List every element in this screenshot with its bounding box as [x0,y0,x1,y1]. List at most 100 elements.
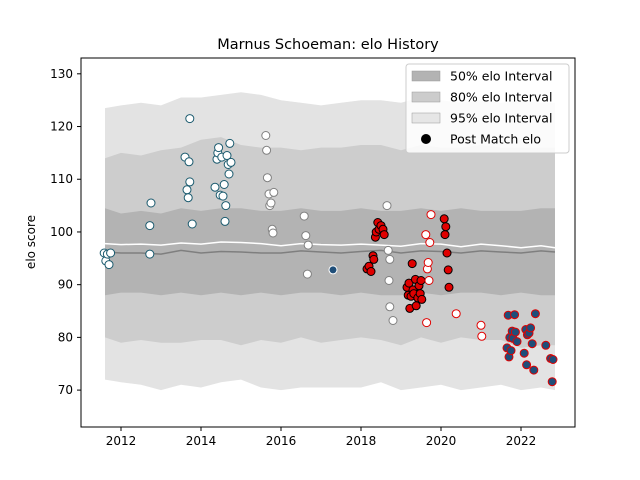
y-tick-label-120: 120 [50,120,73,134]
legend: 50% elo Interval 80% elo Interval 95% elo … [405,63,570,154]
data-point-1-2 [262,173,272,183]
data-point-5-19 [541,340,551,350]
legend-label-2: 95% elo Interval [450,111,552,126]
legend-label-0: 50% elo Interval [450,69,552,84]
data-point-1-10 [301,231,311,241]
data-point-3-30 [442,248,452,258]
data-point-4-1 [422,318,432,328]
data-point-0-29 [226,157,236,167]
data-point-0-13 [185,114,195,124]
data-point-3-11 [379,230,389,240]
data-point-3-2 [366,267,376,276]
x-tick-label-2012: 2012 [106,434,137,448]
data-point-0-6 [146,198,156,208]
data-point-1-0 [261,131,271,140]
data-point-4-8 [476,320,486,330]
y-tick-label-130: 130 [50,67,73,81]
legend-marker-3 [421,134,431,144]
chart-title: Marnus Schoeman: elo History [217,37,439,53]
points-layer [99,114,558,387]
data-point-5-7 [510,310,520,320]
data-point-5-10 [519,348,529,358]
data-point-5-9 [512,337,522,347]
data-point-0-3 [104,260,114,270]
data-point-0-23 [220,216,230,226]
data-point-4-4 [424,276,434,285]
y-tick-label-80: 80 [58,330,73,344]
x-tick-label-2014: 2014 [186,434,217,448]
data-point-0-28 [225,138,235,148]
y-tick-label-110: 110 [50,172,73,186]
data-point-5-12 [522,360,532,370]
data-point-4-7 [451,309,461,319]
data-point-4-9 [477,331,487,341]
data-point-5-8 [510,327,520,337]
legend-swatch-1 [411,91,441,103]
data-point-5-15 [526,323,536,333]
plot-frame [80,57,576,428]
data-point-0-14 [187,219,197,229]
data-point-1-14 [383,245,393,255]
data-point-3-29 [441,222,451,232]
y-axis: 70 80 90 100 110 120 130 [50,67,81,397]
data-point-1-13 [382,201,392,211]
data-point-0-11 [184,157,194,167]
data-point-5-16 [527,339,537,349]
data-point-3-32 [444,282,454,292]
data-point-1-12 [303,240,313,250]
data-point-1-18 [388,316,398,325]
legend-swatch-0 [411,70,441,82]
data-point-1-1 [262,145,272,155]
legend-box [405,63,570,154]
data-point-1-17 [385,254,395,264]
data-point-3-17 [407,259,417,269]
data-point-5-21 [547,377,557,387]
data-point-0-15 [210,182,220,192]
data-point-5-4 [506,346,516,356]
data-point-5-18 [530,309,540,319]
data-point-5-17 [529,365,539,375]
data-point-0-25 [222,151,232,160]
mean-line [104,241,556,249]
data-point-1-15 [384,276,394,285]
legend-label-1: 80% elo Interval [450,90,552,105]
y-tick-label-100: 100 [50,225,73,239]
data-point-1-5 [266,198,276,208]
legend-swatch-2 [411,112,441,124]
y-tick-label-70: 70 [58,383,73,397]
data-point-1-16 [385,302,395,312]
data-point-0-18 [214,143,224,153]
y-tick-label-90: 90 [58,278,73,292]
data-point-0-4 [106,248,116,258]
data-point-3-27 [439,214,449,224]
data-point-0-24 [221,201,231,211]
data-point-4-3 [423,258,433,267]
y-axis-label: elo score [24,215,38,269]
data-point-1-8 [269,187,279,197]
data-point-4-0 [421,230,431,240]
data-point-3-26 [417,294,427,304]
data-point-3-21 [411,301,421,311]
data-point-0-9 [182,185,192,195]
data-point-0-5 [145,221,155,231]
x-tick-label-2020: 2020 [426,434,457,448]
median-line [104,249,556,255]
data-point-1-9 [299,211,309,221]
data-point-4-6 [426,210,436,220]
data-point-5-22 [548,355,558,364]
data-point-0-21 [218,191,228,201]
data-point-0-10 [183,193,193,203]
x-tick-label-2022: 2022 [506,434,537,448]
data-point-4-5 [425,238,435,247]
data-point-3-25 [416,276,426,285]
data-point-1-7 [268,228,278,238]
x-tick-label-2018: 2018 [346,434,377,448]
data-point-1-11 [302,269,312,279]
data-point-0-12 [185,177,195,187]
data-point-3-28 [440,230,450,240]
data-point-2-0 [328,265,338,275]
x-axis: 2012 2014 2016 2018 2020 2022 [106,427,537,448]
data-point-0-27 [224,169,234,179]
x-tick-label-2016: 2016 [266,434,297,448]
